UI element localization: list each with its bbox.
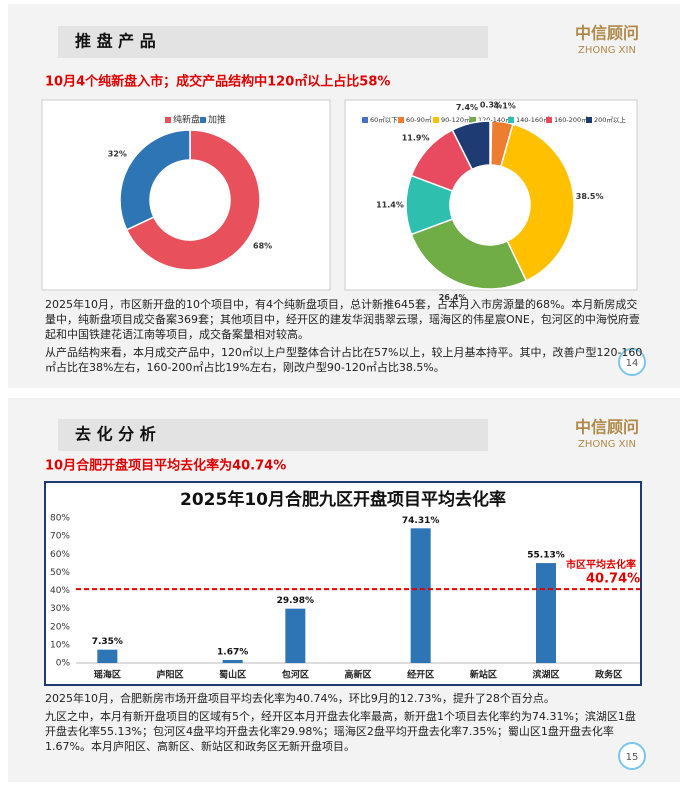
legend-label: 120-140㎡ <box>478 115 512 124</box>
logo: 中信顾问 <box>575 418 639 437</box>
y-tick-label: 60% <box>50 550 70 560</box>
donut-slice <box>125 129 261 271</box>
legend-swatch <box>433 117 439 123</box>
data-label: 68% <box>253 242 272 251</box>
y-tick-label: 50% <box>50 568 70 578</box>
legend-swatch <box>508 117 514 123</box>
data-label: 26.4% <box>439 293 467 302</box>
donut-slice <box>119 129 191 231</box>
legend-label: 纯新盘 <box>173 114 200 126</box>
legend-swatch <box>200 117 206 123</box>
legend-swatch <box>398 117 404 123</box>
bar <box>536 563 556 663</box>
donut-slice <box>410 218 528 290</box>
legend-swatch <box>165 117 171 123</box>
page-badge <box>618 348 646 376</box>
bar <box>285 608 306 663</box>
x-tick-label: 高新区 <box>344 669 371 681</box>
legend-label: 200㎡以上 <box>594 115 626 124</box>
data-label: 29.98% <box>277 596 315 606</box>
x-tick-label: 蜀山区 <box>219 669 246 681</box>
reference-value: 40.74% <box>586 572 640 587</box>
chart-title: 2025年10月合肥九区开盘项目平均去化率 <box>180 489 506 510</box>
data-label: 11.9% <box>402 134 430 143</box>
page-badge <box>618 742 646 770</box>
slide-title: 推 盘 产 品 <box>75 32 156 51</box>
paragraph: 2025年10月，市区新开盘的10个项目中，有4个纯新盘项目，总计新推645套，… <box>45 298 640 341</box>
data-label: 55.13% <box>527 551 565 561</box>
bar <box>222 659 243 663</box>
logo-en: ZHONG XIN <box>578 439 636 450</box>
paragraph: 2025年10月，合肥新房市场开盘项目平均去化率为40.74%，环比9月的12.… <box>45 692 555 705</box>
x-tick-label: 庐阳区 <box>156 669 183 681</box>
x-tick-label: 新站区 <box>470 669 497 681</box>
y-tick-label: 40% <box>50 586 70 596</box>
data-label: 32% <box>108 149 127 158</box>
x-tick-label: 滨湖区 <box>532 669 559 681</box>
x-tick-label: 瑶海区 <box>94 669 121 681</box>
y-tick-label: 70% <box>50 532 70 542</box>
y-tick-label: 80% <box>50 514 70 524</box>
data-label: 7.4% <box>456 103 478 112</box>
legend-label: 60㎡以下 <box>370 115 398 124</box>
header-band <box>58 419 488 451</box>
y-tick-label: 30% <box>50 604 70 614</box>
data-label: 1.67% <box>217 647 248 657</box>
logo-en: ZHONG XIN <box>578 45 636 56</box>
subtitle: 10月合肥开盘项目平均去化率为40.74% <box>45 458 286 474</box>
donut-slice <box>451 120 491 171</box>
legend-swatch <box>470 117 476 123</box>
reference-label: 市区平均去化率 <box>566 558 636 571</box>
y-tick-label: 10% <box>50 640 70 650</box>
data-label: 38.5% <box>576 192 604 201</box>
legend-label: 加推 <box>208 114 226 126</box>
legend-swatch <box>586 117 592 123</box>
legend-swatch <box>362 117 368 123</box>
x-tick-label: 政务区 <box>595 669 622 681</box>
x-tick-label: 包河区 <box>281 669 309 681</box>
bar <box>97 649 118 663</box>
donut-slice <box>499 123 575 282</box>
legend-label: 160-200㎡ <box>554 115 588 124</box>
data-label: 11.4% <box>376 201 404 210</box>
logo: 中信顾问 <box>575 24 639 43</box>
legend-label: 90-120㎡ <box>441 115 471 124</box>
y-tick-label: 0% <box>56 659 71 669</box>
data-label: 4.1% <box>494 102 516 111</box>
paragraph: 从产品结构来看，本月成交产品中，120㎡以上户型整体合计占比在57%以上，较上月… <box>45 346 643 374</box>
subtitle: 10月4个纯新盘入市；成交产品结构中120㎡以上占比58% <box>45 74 390 90</box>
data-label: 0.3% <box>480 101 502 110</box>
bar <box>410 528 431 663</box>
page-number: 14 <box>626 358 639 369</box>
legend-swatch <box>546 117 552 123</box>
legend-label: 60-90㎡ <box>406 115 432 124</box>
legend-label: 140-160㎡ <box>516 115 550 124</box>
y-tick-label: 20% <box>50 622 70 632</box>
header-band <box>58 26 488 58</box>
slide-title: 去 化 分 析 <box>75 425 156 444</box>
data-label: 74.31% <box>402 516 440 526</box>
page-number: 15 <box>626 752 639 763</box>
data-label: 7.35% <box>92 637 123 647</box>
paragraph: 九区之中，本月有新开盘项目的区域有5个，经开区本月开盘去化率最高，新开盘1个项目… <box>45 710 636 753</box>
x-tick-label: 经开区 <box>407 669 434 681</box>
